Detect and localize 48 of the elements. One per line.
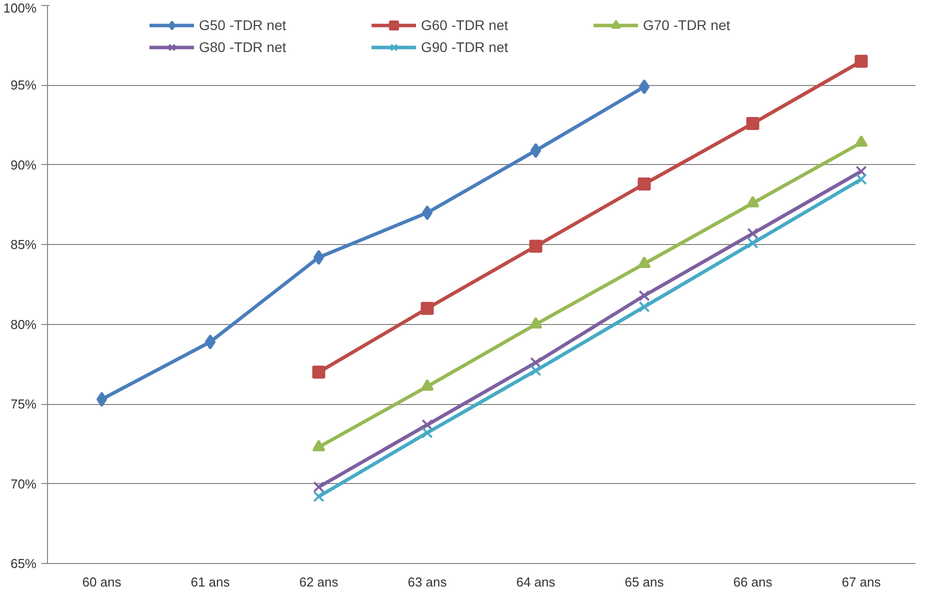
point [312, 440, 326, 452]
y-tick-label: 100% [3, 0, 37, 16]
point [530, 364, 542, 376]
point [854, 54, 868, 68]
point [422, 427, 433, 438]
x-tick-label: 62 ans [299, 574, 339, 590]
y-tick-label: 75% [10, 396, 37, 412]
legend-label: G70 -TDR net [643, 17, 732, 33]
x-tick-label: 63 ans [408, 574, 448, 590]
y-tick-label: 90% [10, 157, 37, 172]
x-tick-label: 60 ans [82, 574, 122, 590]
point [204, 334, 216, 350]
point [312, 366, 326, 379]
x-tick-label: 64 ans [516, 574, 556, 590]
legend-label: G60 -TDR net [421, 17, 510, 33]
point [530, 143, 542, 158]
point [422, 419, 433, 430]
y-tick-label: 95% [10, 78, 37, 93]
point [856, 166, 867, 177]
legend-label: G80 -TDR net [199, 39, 288, 55]
point [856, 174, 867, 185]
y-tick-label: 65% [10, 556, 37, 571]
point [313, 250, 324, 265]
point [422, 205, 433, 220]
point [746, 116, 760, 130]
point [529, 240, 542, 253]
point [747, 237, 758, 249]
y-tick-label: 80% [10, 316, 37, 332]
point [313, 481, 324, 493]
point [638, 290, 650, 302]
point [638, 301, 650, 312]
x-tick-label: 67 ans [842, 574, 882, 590]
point [313, 490, 324, 502]
point [96, 392, 108, 407]
x-tick-label: 65 ans [624, 574, 664, 590]
y-tick-label: 85% [10, 237, 37, 252]
point [530, 357, 542, 368]
point [529, 317, 542, 329]
x-tick-label: 66 ans [733, 574, 773, 590]
x-tick-label: 61 ans [190, 574, 230, 590]
point [747, 228, 758, 240]
point [638, 178, 651, 191]
point [638, 79, 650, 94]
y-tick-label: 70% [10, 476, 37, 492]
legend-label: G50 -TDR net [199, 17, 288, 33]
point [420, 379, 434, 391]
legend-label: G90 -TDR net [421, 39, 510, 55]
point [420, 302, 434, 315]
